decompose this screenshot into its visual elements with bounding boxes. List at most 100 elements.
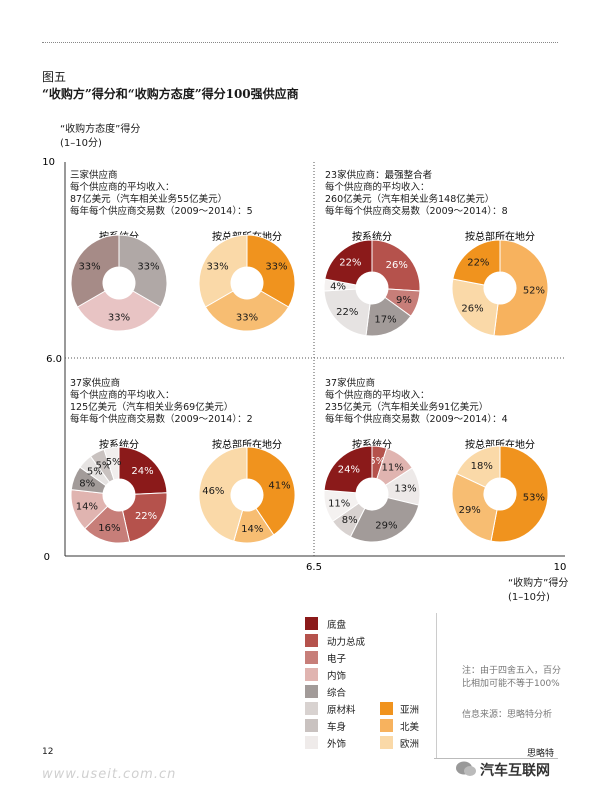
quadrant-bottom-left-line-2: 125亿美元（汽车相关业务69亿美元） — [70, 401, 233, 413]
y-tick-mid: 6.0 — [46, 354, 62, 365]
quadrant-top-right-system-pie-slice-5 — [324, 239, 373, 286]
quadrant-bottom-right: 37家供应商每个供应商的平均收入：235亿美元（汽车相关业务91亿美元）每年每个… — [323, 377, 549, 543]
quadrant-top-left-line-1: 每个供应商的平均收入： — [70, 181, 175, 193]
quadrant-bottom-left-system-pie-slice-label-6: 5% — [95, 460, 111, 471]
quadrant-bottom-right-system-pie-slice-label-4: 8% — [342, 515, 358, 526]
quadrant-bottom-left-system-pie-slice-label-3: 14% — [76, 502, 98, 513]
quadrant-bottom-right-pie2-title: 按总部所在地分 — [465, 438, 535, 451]
quadrant-top-right-system-pie-slice-label-4: 4% — [330, 281, 346, 292]
quadrant-top-left-line-0: 三家供应商 — [70, 169, 118, 181]
legend-label-system-1: 动力总成 — [327, 637, 366, 648]
legend-swatch-system-6 — [305, 719, 318, 732]
quadrant-top-right-line-2: 260亿美元（汽车相关业务148亿美元） — [325, 193, 494, 205]
quadrant-bottom-left-region-pie-slice-label-1: 14% — [241, 524, 263, 535]
legend-swatch-region-1 — [380, 719, 393, 732]
quadrant-top-left-region-pie-slice-label-2: 33% — [206, 262, 228, 273]
watermark-text: www.useit.com.cn — [42, 767, 177, 782]
figure-label: 图五 — [42, 70, 67, 84]
quadrant-top-right-line-0: 23家供应商：最强整合者 — [325, 169, 432, 181]
quadrant-top-right-system-pie-slice-label-2: 17% — [374, 315, 396, 326]
quadrant-bottom-right-region-pie-slice-0 — [490, 445, 549, 543]
quadrant-top-left-line-3: 每年每个供应商交易数（2009～2014）：5 — [70, 205, 253, 217]
quadrant-bottom-left-system-pie-slice-label-4: 8% — [79, 478, 95, 489]
quadrant-top-right-region-pie-slice-label-0: 52% — [523, 286, 545, 297]
footnote: 注：由于四舍五入，百分 比相加可能不等于100% — [462, 665, 561, 691]
legend-label-system-7: 外饰 — [327, 739, 347, 750]
quadrant-bottom-right-system-pie-slice-label-2: 13% — [394, 484, 416, 495]
legend-label-system-0: 底盘 — [327, 620, 347, 631]
y-axis-label-line2: (1–10分) — [60, 138, 102, 149]
quadrant-bottom-right-line-3: 每年每个供应商交易数（2009～2014）：4 — [325, 413, 508, 425]
legend-swatch-region-0 — [380, 702, 393, 715]
quadrant-bottom-left: 37家供应商每个供应商的平均收入：125亿美元（汽车相关业务69亿美元）每年每个… — [70, 377, 296, 544]
quadrant-bottom-right-region-pie-slice-label-1: 29% — [459, 505, 481, 516]
quadrant-bottom-right-region-pie-slice-1 — [451, 472, 498, 542]
quadrant-bottom-left-system-pie-slice-7 — [103, 446, 120, 481]
quadrant-bottom-left-system-pie-slice-label-2: 16% — [98, 523, 120, 534]
quadrant-top-left-region-pie-slice-label-1: 33% — [236, 313, 258, 324]
legend-swatch-system-5 — [305, 702, 318, 715]
legend: 底盘 动力总成 电子 内饰 综合 原材料 车身 外饰 亚洲 北美 欧洲 — [300, 613, 435, 758]
quadrant-bottom-left-system-pie-slice-label-0: 24% — [131, 466, 153, 477]
quadrants-group: 三家供应商每个供应商的平均收入：87亿美元（汽车相关业务55亿美元）每年每个供应… — [70, 169, 549, 544]
legend-swatch-system-0 — [305, 617, 318, 630]
quadrant-top-right-system-pie-slice-label-3: 22% — [336, 307, 358, 318]
quadrant-bottom-right-system-pie-slice-label-3: 29% — [375, 520, 397, 531]
quadrant-top-right-pie2-title: 按总部所在地分 — [465, 230, 535, 243]
quadrant-top-right-region-pie-slice-label-1: 26% — [461, 303, 483, 314]
x-tick-mid: 6.5 — [306, 562, 322, 573]
footnote-line2: 比相加可能不等于100% — [462, 679, 560, 689]
quadrant-bottom-left-line-0: 37家供应商 — [70, 377, 120, 389]
quadrant-bottom-right-region-pie-slice-label-0: 53% — [523, 493, 545, 504]
quadrant-top-left-region-pie-slice-2 — [198, 234, 248, 308]
quadrant-top-left-system-pie-slice-label-2: 33% — [78, 262, 100, 273]
quadrant-top-right-line-1: 每个供应商的平均收入： — [325, 181, 430, 193]
quadrant-top-left-region-pie-slice-0 — [246, 234, 296, 308]
quadrant-bottom-right-region-pie-slice-label-2: 18% — [471, 461, 493, 472]
y-tick-top: 10 — [42, 157, 55, 168]
quadrant-top-left-system-pie-slice-label-0: 33% — [137, 262, 159, 273]
quadrant-top-right-system-pie-slice-0 — [371, 239, 421, 292]
quadrant-bottom-right-line-0: 37家供应商 — [325, 377, 375, 389]
quadrant-bottom-right-system-pie-slice-label-1: 11% — [382, 462, 404, 473]
quadrant-top-left-line-2: 87亿美元（汽车相关业务55亿美元） — [70, 193, 227, 205]
quadrant-bottom-right-system-pie-slice-3 — [349, 497, 420, 543]
legend-label-system-2: 电子 — [327, 654, 347, 665]
quadrant-top-right-system-pie-slice-label-5: 22% — [339, 257, 361, 268]
quadrant-top-left-region-pie-slice-1 — [204, 290, 290, 332]
top-dotted-rule — [42, 42, 558, 43]
quadrant-bottom-right-line-1: 每个供应商的平均收入： — [325, 389, 430, 401]
figure-title: “收购方”得分和“收购方态度”得分100强供应商 — [42, 87, 299, 101]
quadrant-top-right-region-pie-slice-2 — [452, 239, 501, 286]
legend-swatch-region-2 — [380, 736, 393, 749]
quadrant-top-left-system-pie-slice-0 — [118, 234, 168, 308]
legend-label-system-4: 综合 — [327, 688, 347, 699]
quadrant-top-left-system-pie-slice-1 — [76, 290, 162, 332]
legend-label-region-2: 欧洲 — [400, 739, 420, 750]
quadrant-top-left-region-pie-slice-label-0: 33% — [265, 262, 287, 273]
quadrant-top-right-line-3: 每年每个供应商交易数（2009～2014）：8 — [325, 205, 508, 217]
page-number: 12 — [42, 747, 54, 757]
quadrant-bottom-right-region-pie-slice-2 — [455, 445, 501, 488]
wechat-account-name: 汽车互联网 — [480, 763, 550, 779]
quadrant-bottom-left-system-pie-slice-label-7: 5% — [106, 457, 122, 468]
legend-swatch-system-3 — [305, 668, 318, 681]
publisher-name: 思略特 — [527, 749, 555, 759]
quadrant-bottom-left-pie2-title: 按总部所在地分 — [212, 438, 282, 451]
quadrant-bottom-left-region-pie-slice-label-2: 46% — [202, 486, 224, 497]
quadrant-bottom-left-system-pie-slice-label-1: 22% — [135, 511, 157, 522]
quadrant-bottom-left-region-pie-slice-0 — [246, 446, 296, 536]
quadrant-bottom-left-line-3: 每年每个供应商交易数（2009～2014）：2 — [70, 413, 253, 425]
footer-rule — [434, 758, 558, 759]
legend-label-system-5: 原材料 — [327, 705, 356, 716]
legend-swatch-system-2 — [305, 651, 318, 664]
y-axis-label: “收购方态度”得分 (1–10分) — [60, 123, 140, 151]
legend-label-region-1: 北美 — [400, 722, 420, 733]
quadrant-top-right-system-pie-slice-label-0: 26% — [386, 260, 408, 271]
x-tick-right: 10 — [554, 562, 567, 573]
legend-label-system-6: 车身 — [327, 722, 347, 733]
quadrant-bottom-right-system-pie-slice-label-6: 24% — [338, 465, 360, 476]
quadrant-top-right-system-pie-slice-3 — [323, 288, 371, 337]
legend-swatch-system-7 — [305, 736, 318, 749]
